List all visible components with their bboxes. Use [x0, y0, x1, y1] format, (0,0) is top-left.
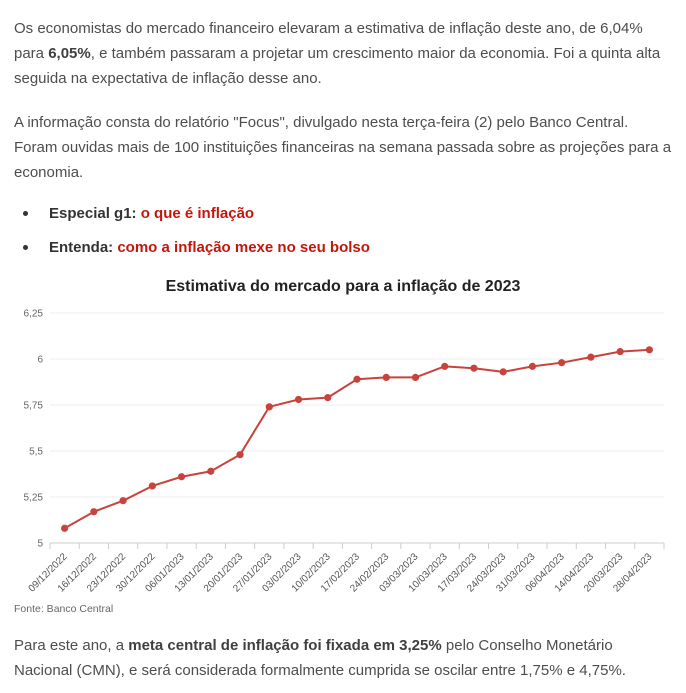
data-point	[645, 346, 653, 354]
data-point	[470, 364, 478, 372]
list-item: Especial g1: o que é inflação	[20, 204, 672, 223]
link-o-que-e-inflacao[interactable]: o que é inflação	[140, 205, 255, 222]
data-point	[207, 467, 215, 475]
data-point	[324, 394, 332, 402]
y-axis-label: 5,75	[24, 401, 44, 412]
bullet-label: Entenda:	[49, 239, 118, 256]
data-point	[177, 473, 186, 481]
y-axis-label: 5	[37, 539, 43, 550]
chart-source: Fonte: Banco Central	[14, 603, 114, 615]
data-point	[353, 375, 361, 383]
data-point	[616, 348, 624, 356]
y-axis-label: 6	[37, 355, 43, 366]
paragraph-inflation-estimate: Os economistas do mercado financeiro ele…	[14, 16, 672, 91]
bold-target-value: meta central de inflação foi fixada em 3…	[128, 637, 442, 654]
paragraph-text: Para este ano, a	[14, 637, 129, 654]
data-point	[294, 395, 303, 404]
related-links-list: Especial g1: o que é inflação Entenda: c…	[14, 204, 672, 257]
list-item: Entenda: como a inflação mexe no seu bol…	[20, 238, 672, 257]
data-point	[441, 362, 449, 370]
bold-inflation-value: 6,05%	[48, 45, 91, 62]
y-axis-label: 5,25	[24, 493, 44, 504]
data-point	[587, 353, 595, 361]
inflation-line-chart: 5 5,25 5,5 5,75 6 6,25 09/12/2022 16/12/2022 23/…	[14, 305, 672, 601]
data-point	[558, 359, 566, 367]
data-point	[265, 403, 273, 411]
data-point	[148, 482, 156, 490]
data-point	[61, 524, 69, 532]
y-axis-label: 6,25	[24, 309, 44, 320]
y-axis-label: 5,5	[29, 447, 43, 458]
data-point	[411, 373, 420, 381]
chart-canvas: 55,255,55,7566,2509/12/202216/12/202223/…	[24, 309, 665, 595]
chart-title: Estimativa do mercado para a inflação de…	[165, 278, 521, 295]
data-point	[499, 368, 507, 376]
bullet-label: Especial g1:	[49, 205, 141, 222]
bullet-icon	[23, 211, 28, 216]
paragraph-text: Os economistas do mercado financeiro ele…	[14, 20, 643, 62]
data-point	[528, 362, 537, 370]
link-inflacao-bolso[interactable]: como a inflação mexe no seu bolso	[117, 239, 370, 256]
data-point	[382, 373, 390, 381]
paragraph-focus-report: A informação consta do relatório "Focus"…	[14, 114, 672, 181]
data-point	[119, 497, 127, 505]
paragraph-inflation-target: Para este ano, a meta central de inflaçã…	[14, 633, 672, 683]
data-point	[90, 508, 98, 516]
data-point	[236, 451, 244, 459]
paragraph-text: , e também passaram a projetar um cresci…	[14, 45, 661, 87]
bullet-icon	[23, 245, 28, 250]
